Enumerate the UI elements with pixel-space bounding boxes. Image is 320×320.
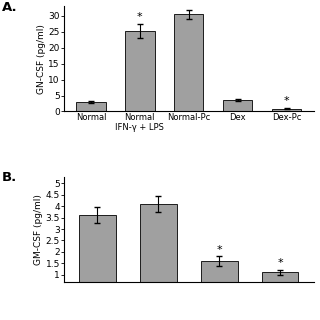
Y-axis label: GM-CSF (pg/ml): GM-CSF (pg/ml)	[34, 194, 43, 265]
Y-axis label: GN-CSF (pg/ml): GN-CSF (pg/ml)	[36, 24, 45, 94]
Text: *: *	[277, 258, 283, 268]
Bar	[201, 261, 237, 298]
Bar	[79, 215, 116, 298]
Text: B.: B.	[2, 171, 17, 184]
Bar	[76, 102, 106, 111]
Text: A.: A.	[2, 1, 17, 14]
Text: *: *	[216, 245, 222, 255]
Bar	[174, 14, 204, 111]
Bar	[223, 100, 252, 111]
Bar	[262, 272, 298, 298]
Text: *: *	[137, 12, 143, 22]
Bar	[140, 204, 177, 298]
Bar	[272, 108, 301, 111]
Text: *: *	[284, 96, 290, 106]
Bar	[125, 31, 155, 111]
